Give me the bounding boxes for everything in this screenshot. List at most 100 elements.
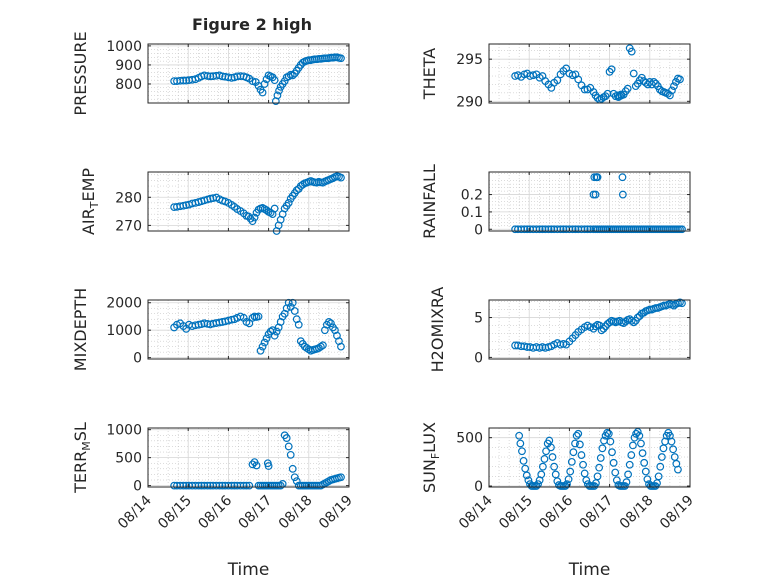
data-point xyxy=(262,206,271,215)
data-point xyxy=(548,453,557,461)
data-point xyxy=(567,457,576,466)
data-point xyxy=(603,428,612,437)
data-point xyxy=(668,86,676,95)
data-point xyxy=(542,447,550,456)
data-point xyxy=(618,173,627,182)
data-point xyxy=(532,482,541,490)
y-axis-label-main: SUN xyxy=(420,459,439,493)
subplot-2: 290 295 THETA xyxy=(420,43,691,110)
y-axis-label-tail: EMP xyxy=(79,168,98,202)
data-point xyxy=(250,213,259,222)
y-axis-label-main: RAINFALL xyxy=(420,164,439,239)
data-point xyxy=(258,342,267,351)
data-series xyxy=(515,427,682,490)
data-point xyxy=(586,225,595,234)
y-axis-label-subscript: M xyxy=(80,441,93,451)
data-point xyxy=(276,481,285,490)
data-point xyxy=(649,78,658,86)
data-point xyxy=(252,461,261,470)
y-tick-label: 0 xyxy=(133,351,142,367)
data-point xyxy=(670,82,678,91)
data-point xyxy=(595,463,604,472)
y-tick-label: 270 xyxy=(115,218,142,234)
y-axis-label: H2OMIXRA xyxy=(428,287,447,373)
data-point xyxy=(179,201,188,210)
data-point xyxy=(522,471,531,480)
data-point xyxy=(623,84,632,93)
data-point xyxy=(327,319,335,328)
data-point xyxy=(654,472,663,481)
y-tick-label: 0 xyxy=(474,222,483,238)
data-point xyxy=(270,204,279,213)
data-point xyxy=(266,208,275,217)
data-series xyxy=(170,172,345,235)
y-axis-label-main: H2OMIXRA xyxy=(428,287,447,373)
data-point xyxy=(630,433,639,442)
y-tick-label: 290 xyxy=(456,94,483,110)
y-axis-label-subscript: F xyxy=(429,453,442,459)
subplot-5: 0 1000 2000 MIXDEPTH xyxy=(71,288,350,371)
y-tick-label: 500 xyxy=(115,451,142,467)
data-point xyxy=(280,77,289,86)
data-point xyxy=(258,88,267,97)
data-point xyxy=(248,77,257,86)
data-point xyxy=(284,72,293,81)
y-tick-label: 0 xyxy=(133,479,142,495)
axes-box xyxy=(147,43,350,104)
data-point xyxy=(550,462,559,471)
y-tick-label: 2000 xyxy=(106,296,142,312)
data-series xyxy=(511,298,686,352)
data-point xyxy=(601,322,610,331)
data-point xyxy=(633,427,642,436)
data-point xyxy=(179,76,188,85)
data-point xyxy=(669,445,678,454)
data-point xyxy=(574,75,583,84)
data-point xyxy=(627,451,636,459)
data-point xyxy=(641,467,650,476)
y-tick-label: 1000 xyxy=(106,323,142,339)
data-point xyxy=(275,86,283,95)
data-point xyxy=(599,324,608,333)
data-point xyxy=(284,442,293,451)
data-point xyxy=(639,308,648,317)
subplot-6: 0 5 H2OMIXRA xyxy=(428,287,691,373)
data-point xyxy=(215,318,224,327)
data-series xyxy=(170,431,345,490)
data-point xyxy=(596,454,605,462)
data-point xyxy=(547,443,555,452)
data-point xyxy=(284,199,293,207)
data-point xyxy=(245,481,254,490)
data-point xyxy=(591,190,600,199)
data-point xyxy=(611,468,620,477)
data-point xyxy=(674,465,682,474)
data-point xyxy=(571,439,579,448)
data-point xyxy=(256,346,265,355)
y-tick-label: 5 xyxy=(474,311,483,327)
data-point xyxy=(337,342,345,351)
data-point xyxy=(288,464,297,473)
data-point xyxy=(620,482,629,490)
data-point xyxy=(575,440,584,449)
data-point xyxy=(262,334,271,343)
data-point xyxy=(577,451,586,459)
data-point xyxy=(537,470,546,479)
data-point xyxy=(569,448,578,457)
y-tick-label: 0 xyxy=(474,479,483,495)
y-axis-label: SUNFLUX xyxy=(420,422,442,493)
subplot-3: 270 280 AIRTEMP xyxy=(79,168,350,235)
data-point xyxy=(515,431,524,440)
y-axis-label: AIRTEMP xyxy=(79,168,101,235)
data-point xyxy=(288,298,297,307)
data-point xyxy=(667,437,676,446)
data-point xyxy=(624,470,632,479)
data-point xyxy=(215,481,224,490)
data-point xyxy=(629,69,638,78)
data-series xyxy=(511,44,684,104)
data-point xyxy=(260,338,269,347)
data-point xyxy=(337,473,345,482)
data-point xyxy=(629,441,637,450)
data-point xyxy=(529,71,538,80)
data-point xyxy=(627,316,636,325)
y-axis-label-main: PRESSURE xyxy=(71,31,90,115)
x-axis-label: Time xyxy=(227,560,270,580)
